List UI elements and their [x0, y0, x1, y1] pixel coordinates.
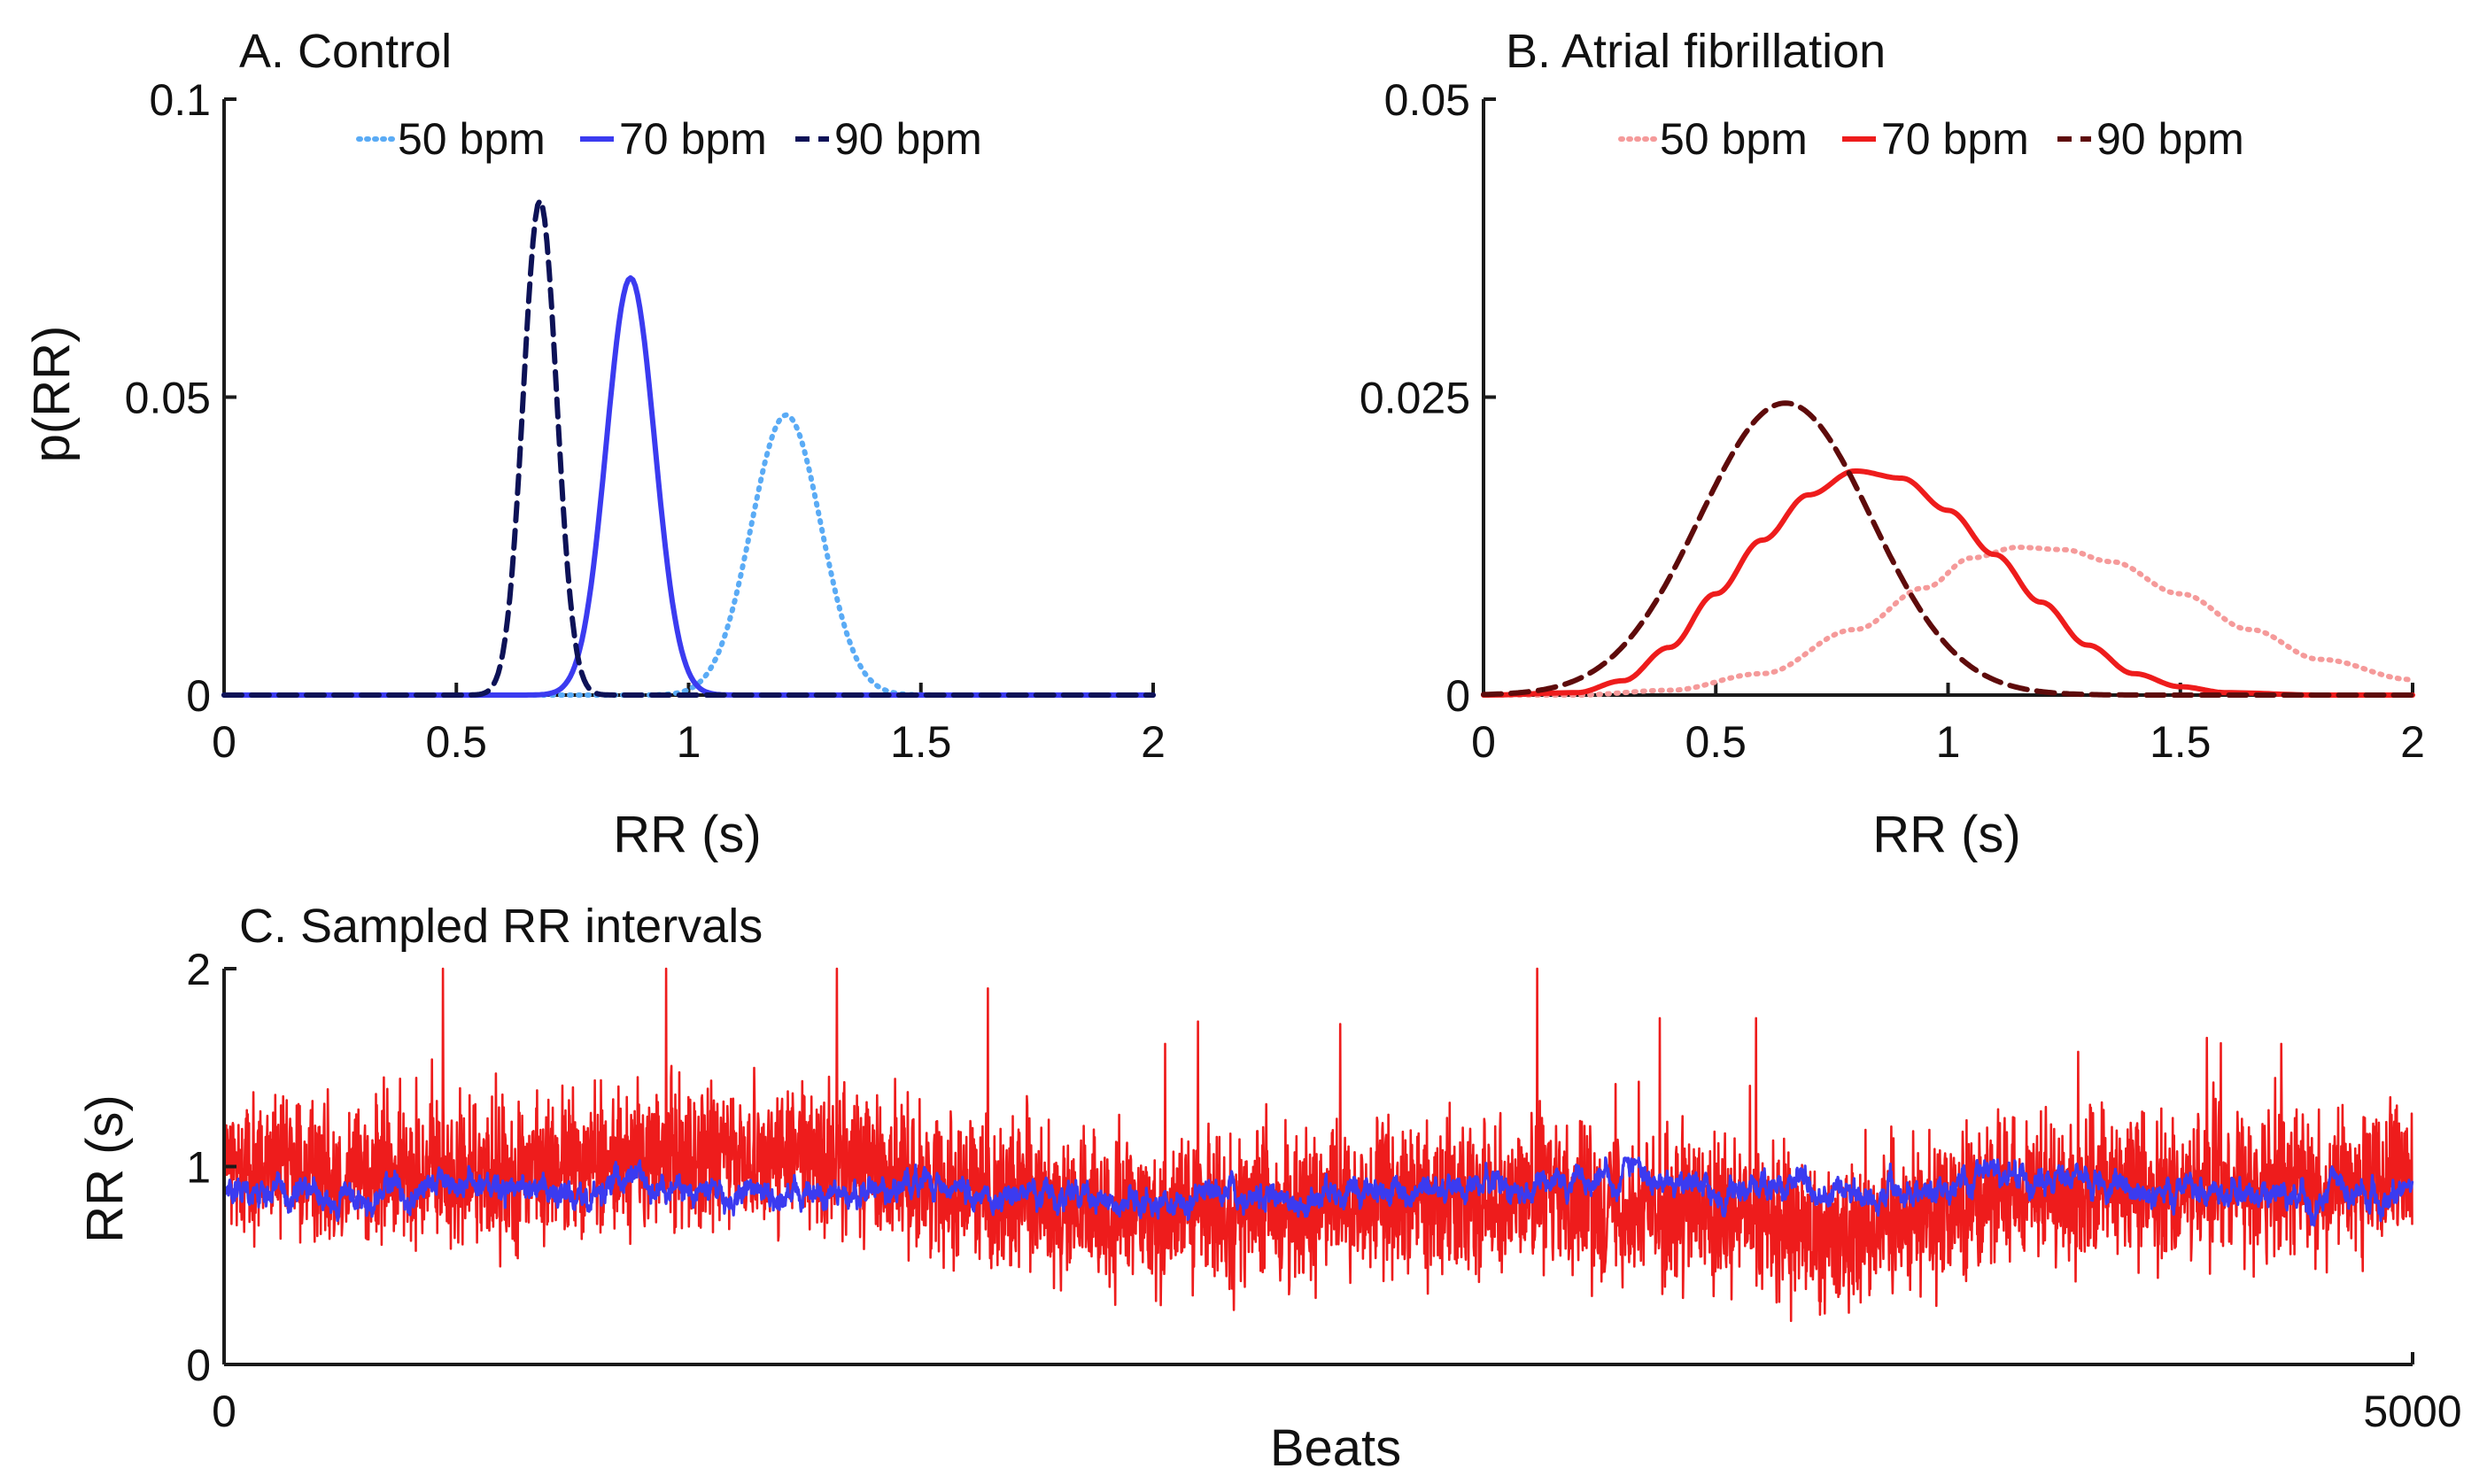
panel-a-y-label: p(RR)	[23, 326, 81, 463]
panel-c-sampled-rr: C. Sampled RR intervals 0 5000 0 1 2 Beats R…	[76, 900, 2462, 1477]
legend-a-90-label: 90 bpm	[834, 114, 982, 164]
series-line-70-bpm	[1481, 468, 2415, 698]
panel-b-title: B. Atrial fibrillation	[1506, 25, 1886, 78]
x-tick-label: 2	[1141, 717, 1166, 767]
panel-c-series	[222, 967, 2414, 1323]
panel-b-series	[1481, 400, 2415, 698]
panel-a-x-label: RR (s)	[613, 806, 762, 863]
y-tick-label: 2	[186, 945, 211, 994]
x-tick-label: 2	[2400, 717, 2425, 767]
x-tick-label: 0	[212, 717, 236, 767]
x-tick-label: 1.5	[2150, 717, 2212, 767]
y-tick-label: 0	[186, 671, 211, 721]
series-line-atrial-fibrillation	[222, 967, 2413, 1323]
panel-b-axes: 0 0.5 1 1.5 2 0 0.025 0.05	[1360, 75, 2425, 767]
legend-b-90-label: 90 bpm	[2096, 114, 2244, 164]
panel-a-control: A. Control 0 0.5 1 1.5 2 0 0.05 0.1 RR (s) p(RR…	[23, 25, 1166, 863]
legend-b-70-label: 70 bpm	[1881, 114, 2029, 164]
y-tick-label: 0	[186, 1341, 211, 1390]
series-line-50-bpm	[221, 412, 1156, 698]
panel-c-axes: 0 5000 0 1 2	[186, 945, 2461, 1436]
panel-c-x-label: Beats	[1270, 1419, 1401, 1477]
series-line-90-bpm	[221, 197, 1156, 698]
legend-a-50-label: 50 bpm	[398, 114, 546, 164]
panel-c-y-label: RR (s)	[76, 1094, 134, 1243]
y-tick-label: 0.025	[1360, 374, 1470, 423]
x-tick-label: 0	[1471, 717, 1496, 767]
panel-b-legend: 50 bpm 70 bpm 90 bpm	[1618, 114, 2244, 164]
y-tick-label: 0	[1445, 671, 1470, 721]
legend-b-50-label: 50 bpm	[1660, 114, 1808, 164]
x-tick-label: 1.5	[890, 717, 952, 767]
series-line-90-bpm	[1481, 400, 2415, 698]
panel-a-title: A. Control	[239, 25, 452, 78]
y-tick-label: 0.05	[1384, 75, 1470, 125]
panel-a-axes: 0 0.5 1 1.5 2 0 0.05 0.1	[125, 75, 1166, 767]
series-line-70-bpm	[221, 274, 1156, 698]
series-line-control	[222, 1156, 2414, 1227]
x-tick-label: 1	[677, 717, 701, 767]
x-tick-label: 0.5	[425, 717, 487, 767]
x-tick-label: 0.5	[1685, 717, 1747, 767]
y-tick-label: 1	[186, 1143, 211, 1193]
panel-a-legend: 50 bpm 70 bpm 90 bpm	[356, 114, 982, 164]
y-tick-label: 0.05	[125, 374, 211, 423]
panel-b-atrial-fibrillation: B. Atrial fibrillation 0 0.5 1 1.5 2 0 0.025 0.…	[1360, 25, 2425, 863]
x-tick-label: 0	[212, 1387, 236, 1436]
legend-a-70-label: 70 bpm	[619, 114, 767, 164]
y-tick-label: 0.1	[149, 75, 211, 125]
panel-c-title: C. Sampled RR intervals	[239, 900, 763, 953]
x-tick-label: 5000	[2363, 1387, 2461, 1436]
series-line-50-bpm	[1481, 545, 2415, 698]
panel-a-series	[221, 197, 1156, 698]
panel-b-x-label: RR (s)	[1872, 806, 2021, 863]
x-tick-label: 1	[1936, 717, 1961, 767]
